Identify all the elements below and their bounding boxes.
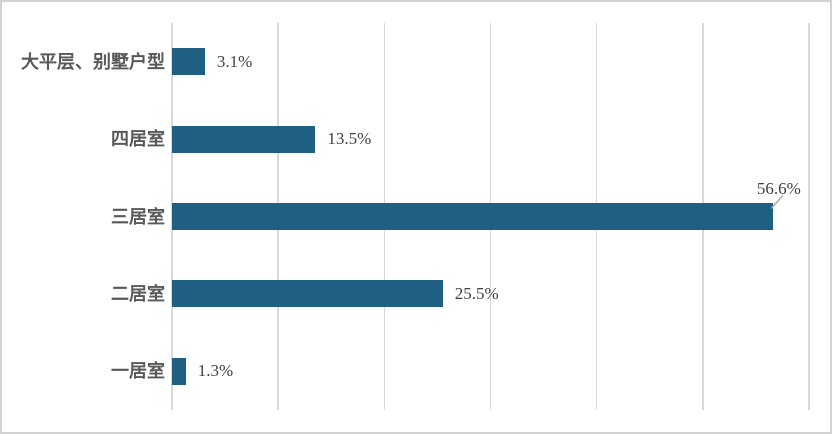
category-label: 一居室 <box>111 361 165 382</box>
value-label: 1.3% <box>197 361 234 381</box>
category-label: 三居室 <box>111 206 165 227</box>
category-label: 大平层、别墅户型 <box>21 51 165 72</box>
bar <box>172 48 205 76</box>
value-label: 25.5% <box>454 283 499 303</box>
bar <box>172 357 186 385</box>
gridline <box>808 23 810 410</box>
bar <box>172 125 316 153</box>
callout-leader-line <box>770 195 784 209</box>
bar <box>172 203 773 230</box>
bar <box>172 280 443 308</box>
value-label: 13.5% <box>327 129 372 149</box>
value-label: 3.1% <box>216 51 253 71</box>
category-label: 四居室 <box>111 129 165 150</box>
value-label: 56.6% <box>756 179 801 198</box>
category-label: 二居室 <box>111 283 165 304</box>
